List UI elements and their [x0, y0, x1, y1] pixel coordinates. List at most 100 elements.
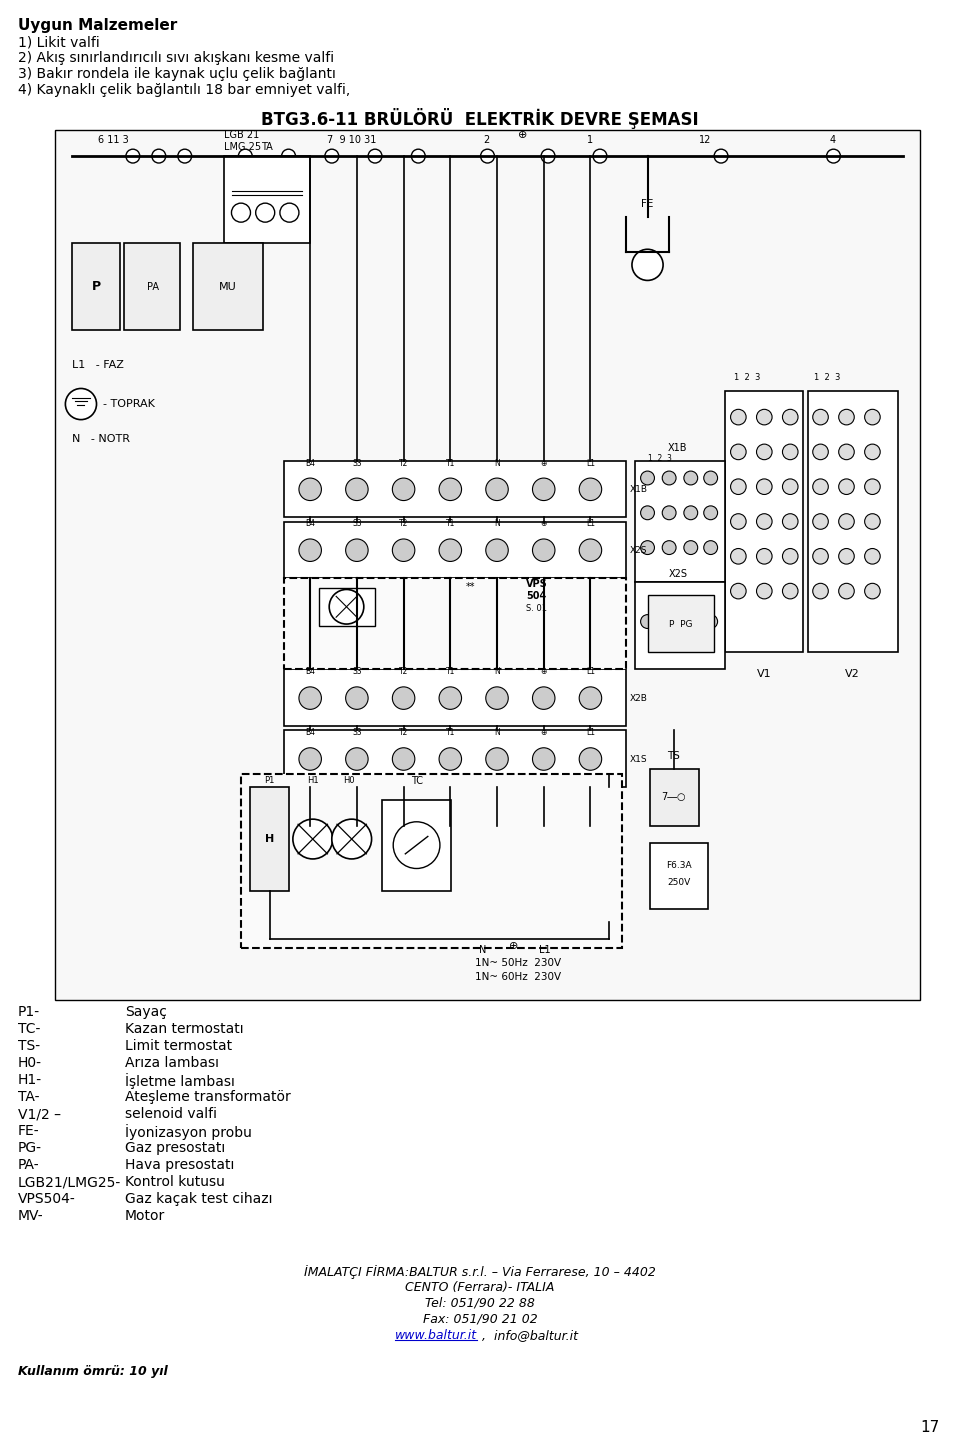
Circle shape	[439, 539, 462, 562]
Text: Fax: 051/90 21 02: Fax: 051/90 21 02	[422, 1313, 538, 1326]
Text: T1: T1	[445, 459, 455, 467]
Circle shape	[640, 614, 655, 629]
Circle shape	[704, 614, 717, 629]
Text: Uygun Malzemeler: Uygun Malzemeler	[18, 17, 178, 33]
Text: PA: PA	[147, 281, 158, 291]
Circle shape	[865, 409, 880, 425]
Text: L1: L1	[586, 520, 595, 529]
Text: Ateşleme transformatör: Ateşleme transformatör	[125, 1091, 291, 1104]
Text: L1   - FAZ: L1 - FAZ	[72, 360, 124, 370]
Text: İyonizasyon probu: İyonizasyon probu	[125, 1124, 252, 1140]
Text: B4: B4	[305, 459, 315, 467]
Bar	[648, 596, 714, 652]
Bar	[241, 773, 621, 948]
Circle shape	[731, 444, 746, 460]
Circle shape	[684, 540, 698, 555]
Circle shape	[486, 478, 508, 501]
Circle shape	[593, 149, 607, 163]
Bar	[807, 392, 899, 652]
Circle shape	[152, 149, 166, 163]
Text: T1: T1	[445, 520, 455, 529]
Text: LGB21/LMG25-: LGB21/LMG25-	[18, 1175, 121, 1190]
Circle shape	[782, 479, 798, 495]
Circle shape	[579, 478, 602, 501]
Circle shape	[662, 540, 676, 555]
Text: T2: T2	[399, 459, 408, 467]
Circle shape	[238, 149, 252, 163]
Bar	[319, 588, 375, 626]
Circle shape	[346, 539, 368, 562]
Circle shape	[839, 514, 854, 530]
Circle shape	[731, 584, 746, 598]
Text: X1B: X1B	[668, 443, 687, 453]
Text: 4: 4	[829, 135, 835, 146]
Bar	[635, 460, 726, 582]
Text: V1/2 –: V1/2 –	[18, 1107, 61, 1121]
Text: MV-: MV-	[18, 1208, 43, 1223]
Text: T2: T2	[399, 520, 408, 529]
Text: H0: H0	[344, 776, 355, 785]
Circle shape	[231, 204, 251, 223]
Text: - TOPRAK: - TOPRAK	[103, 399, 155, 409]
Text: 1: 1	[587, 135, 593, 146]
Circle shape	[865, 514, 880, 530]
Text: V2: V2	[845, 668, 860, 678]
Text: 6 11 3: 6 11 3	[98, 135, 129, 146]
Text: S3: S3	[352, 667, 362, 677]
Text: 2) Akış sınırlandırıcılı sıvı akışkanı kesme valfi: 2) Akış sınırlandırıcılı sıvı akışkanı k…	[18, 51, 334, 66]
Text: 12: 12	[700, 135, 711, 146]
Circle shape	[533, 748, 555, 770]
Bar	[224, 156, 310, 243]
Circle shape	[281, 149, 296, 163]
Circle shape	[393, 748, 415, 770]
Circle shape	[865, 549, 880, 563]
Bar	[650, 843, 708, 909]
Text: 17: 17	[921, 1420, 940, 1436]
Text: T1: T1	[445, 728, 455, 737]
Text: Tel: 051/90 22 88: Tel: 051/90 22 88	[425, 1297, 535, 1310]
Circle shape	[324, 149, 339, 163]
Text: Kullanım ömrü: 10 yıl: Kullanım ömrü: 10 yıl	[18, 1366, 168, 1377]
Circle shape	[756, 479, 772, 495]
Circle shape	[756, 549, 772, 563]
Text: N   - NOTR: N - NOTR	[72, 434, 131, 444]
Circle shape	[579, 748, 602, 770]
Text: Gaz kaçak test cihazı: Gaz kaçak test cihazı	[125, 1192, 273, 1206]
Text: F6.3A: F6.3A	[666, 860, 691, 869]
Text: N: N	[494, 520, 500, 529]
Bar	[124, 243, 180, 331]
Circle shape	[299, 478, 322, 501]
Text: PG-: PG-	[18, 1142, 42, 1155]
Bar	[72, 243, 120, 331]
Circle shape	[839, 549, 854, 563]
Circle shape	[640, 472, 655, 485]
Circle shape	[731, 479, 746, 495]
Text: ⊕: ⊕	[509, 941, 518, 951]
Text: 7  9 10 31: 7 9 10 31	[327, 135, 377, 146]
Circle shape	[662, 505, 676, 520]
Text: L1: L1	[586, 667, 595, 677]
Text: H1-: H1-	[18, 1073, 42, 1088]
Text: Limit termostat: Limit termostat	[125, 1040, 232, 1053]
Circle shape	[640, 505, 655, 520]
Circle shape	[541, 149, 555, 163]
Text: CENTO (Ferrara)- ITALIA: CENTO (Ferrara)- ITALIA	[405, 1281, 555, 1294]
Text: S3: S3	[352, 459, 362, 467]
Circle shape	[299, 539, 322, 562]
Text: P  PG: P PG	[669, 620, 692, 629]
Circle shape	[394, 821, 440, 868]
Circle shape	[346, 748, 368, 770]
Circle shape	[412, 149, 425, 163]
Text: 4) Kaynaklı çelik bağlantılı 18 bar emniyet valfi,: 4) Kaynaklı çelik bağlantılı 18 bar emni…	[18, 83, 350, 98]
Text: TC: TC	[411, 776, 422, 786]
Text: X2B: X2B	[630, 693, 648, 703]
Circle shape	[439, 687, 462, 709]
Circle shape	[839, 444, 854, 460]
Circle shape	[332, 820, 372, 859]
Text: 7―○: 7―○	[661, 792, 685, 802]
Circle shape	[704, 540, 717, 555]
Text: H1: H1	[307, 776, 319, 785]
Circle shape	[756, 409, 772, 425]
Text: TS-: TS-	[18, 1040, 40, 1053]
Circle shape	[65, 389, 97, 419]
